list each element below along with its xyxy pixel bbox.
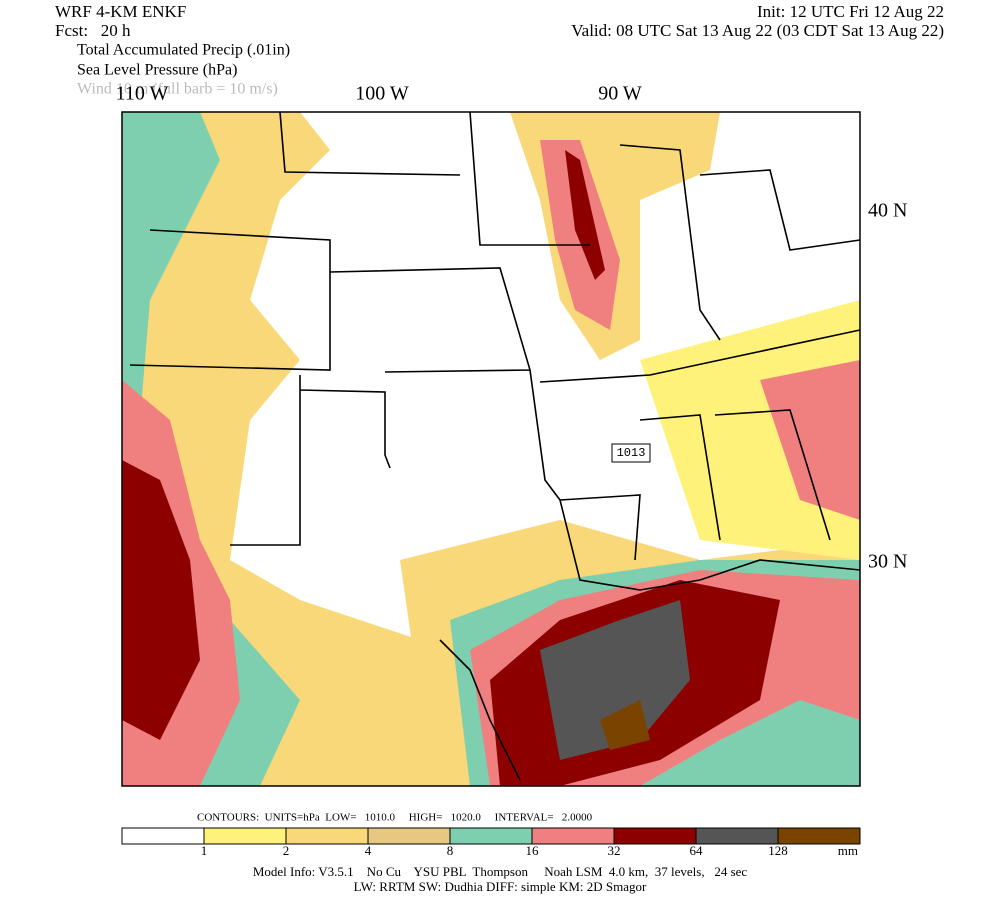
precip-area	[122, 460, 200, 740]
coastline	[439, 499, 861, 781]
lon-label: 110 W	[116, 83, 169, 105]
model-title: WRF 4-KM ENKF	[55, 2, 186, 21]
colorbar-swatch	[613, 827, 697, 845]
state-line	[559, 409, 831, 561]
state-line	[129, 229, 331, 371]
lon-label: 100 W	[355, 83, 409, 105]
precip-area	[540, 600, 690, 760]
model-info: Model Info: V3.5.1 No Cu YSU PBL Thompso…	[253, 864, 748, 879]
forecast-hour: Fcst: 20 h	[55, 21, 131, 40]
map: 1013	[121, 111, 861, 787]
pressure-label: 1013	[617, 446, 646, 460]
field-name: Wind 10 m (full barb = 10 m/s)	[77, 81, 278, 98]
precip-area	[760, 360, 860, 520]
field-name: Total Accumulated Precip (.01in)	[77, 42, 290, 59]
colorbar: 1 2 4 8 16 32 64 128 mm	[121, 827, 861, 858]
state-line	[619, 144, 861, 341]
field-name: Sea Level Pressure (hPa)	[77, 62, 237, 79]
colorbar-swatch	[367, 827, 451, 845]
contour-info: CONTOURS: UNITS=hPa LOW= 1010.0 HIGH= 10…	[197, 812, 593, 824]
colorbar-swatch	[121, 827, 205, 845]
colorbar-label: 4	[365, 843, 372, 858]
colorbar-label: 2	[283, 843, 290, 858]
colorbar-label: 1	[201, 843, 208, 858]
lat-label: 30 N	[868, 551, 907, 573]
state-line	[329, 267, 561, 501]
colorbar-label: 16	[526, 843, 540, 858]
colorbar-label: 64	[690, 843, 704, 858]
colorbar-swatch	[531, 827, 615, 845]
pressure-box	[611, 443, 651, 463]
colorbar-unit: mm	[838, 843, 858, 858]
colorbar-label: 128	[768, 843, 788, 858]
colorbar-swatch	[449, 827, 533, 845]
model-info: LW: RRTM SW: Dudhia DIFF: simple KM: 2D …	[354, 879, 647, 894]
lon-label: 90 W	[598, 83, 642, 105]
colorbar-swatch	[695, 827, 779, 845]
colorbar-label: 32	[608, 843, 621, 858]
map-frame	[121, 111, 861, 787]
precip-area	[565, 150, 605, 280]
init-time: Init: 12 UTC Fri 12 Aug 22	[757, 2, 944, 21]
valid-time: Valid: 08 UTC Sat 13 Aug 22 (03 CDT Sat …	[571, 21, 944, 40]
colorbar-swatch	[777, 827, 861, 845]
state-line	[279, 111, 861, 383]
state-line	[230, 375, 391, 546]
colorbar-label: 8	[447, 843, 454, 858]
colorbar-swatch	[203, 827, 287, 845]
colorbar-swatch	[285, 827, 369, 845]
precip-area	[600, 700, 650, 750]
lat-label: 40 N	[868, 200, 907, 222]
